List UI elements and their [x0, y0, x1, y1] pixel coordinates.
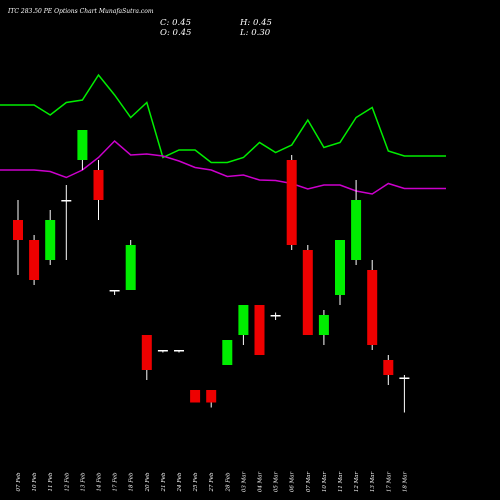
- x-tick-label: 10 Feb: [32, 472, 38, 492]
- candle-body: [286, 160, 297, 245]
- x-tick-label: 25 Feb: [193, 472, 199, 493]
- x-tick-label: 03 Mar: [241, 471, 247, 492]
- candle: [383, 355, 394, 385]
- candle: [206, 390, 217, 408]
- candle: [335, 240, 345, 305]
- candle-body: [270, 315, 281, 317]
- candle: [302, 245, 313, 335]
- x-tick-label: 10 Mar: [322, 471, 328, 492]
- x-tick-label: 06 Mar: [290, 471, 296, 492]
- x-tick-label: 12 Feb: [64, 472, 70, 492]
- candle: [77, 130, 88, 170]
- candle-body: [141, 335, 152, 370]
- candle-body: [29, 240, 40, 280]
- indicator-lines: [0, 73, 446, 195]
- candle: [367, 260, 378, 350]
- candle: [174, 350, 184, 353]
- candle: [351, 180, 362, 265]
- close-value: C: 0.45: [160, 18, 191, 28]
- candle-body: [61, 200, 72, 202]
- candles: [13, 130, 410, 413]
- candle: [125, 240, 136, 290]
- low-value: L: 0.30: [240, 28, 271, 38]
- candle-body: [45, 220, 56, 260]
- candle: [93, 160, 104, 220]
- candle: [13, 200, 23, 275]
- candle: [29, 235, 40, 285]
- candle: [141, 335, 152, 380]
- candle-body: [302, 250, 313, 335]
- candle-body: [222, 340, 233, 365]
- candle: [45, 210, 56, 265]
- indicator-line-2: [0, 139, 446, 195]
- x-tick-label: 07 Feb: [16, 472, 22, 492]
- x-tick-label: 11 Feb: [48, 472, 54, 492]
- candle: [61, 185, 72, 260]
- x-tick-label: 13 Mar: [370, 471, 376, 492]
- x-tick-label: 05 Mar: [274, 471, 280, 492]
- x-tick-label: 13 Feb: [80, 472, 86, 492]
- candle-body: [206, 390, 217, 403]
- high-value: H: 0.45: [240, 18, 272, 28]
- candle-body: [399, 377, 410, 379]
- candle-body: [335, 240, 345, 295]
- candle: [254, 305, 265, 355]
- candle-body: [383, 360, 394, 375]
- candle: [238, 305, 249, 345]
- candle: [190, 390, 201, 403]
- candle-body: [93, 170, 104, 200]
- candle: [109, 290, 120, 295]
- candle-body: [318, 315, 329, 335]
- x-tick-label: 27 Feb: [209, 472, 215, 493]
- candle-body: [77, 130, 88, 160]
- x-tick-label: 28 Feb: [225, 472, 231, 493]
- x-tick-label: 24 Feb: [177, 472, 183, 493]
- chart-title: ITC 283.50 PE Options Chart MunafaSutra.…: [8, 8, 154, 15]
- candle-body: [190, 390, 201, 403]
- x-tick-label: 18 Mar: [402, 471, 408, 492]
- candle-body: [238, 305, 249, 335]
- candle-body: [351, 200, 362, 260]
- candle: [222, 340, 233, 365]
- candle: [318, 310, 329, 345]
- candle-body: [125, 245, 136, 290]
- x-tick-label: 14 Feb: [97, 472, 103, 492]
- x-tick-label: 12 Mar: [354, 471, 360, 492]
- candle-body: [367, 270, 378, 345]
- x-tick-label: 20 Feb: [145, 472, 151, 493]
- candle-body: [13, 220, 23, 240]
- x-tick-label: 07 Mar: [306, 471, 312, 492]
- indicator-line-1: [0, 73, 446, 164]
- x-tick-label: 18 Feb: [129, 472, 135, 492]
- candle: [270, 312, 281, 320]
- x-tick-label: 21 Feb: [161, 472, 167, 493]
- candle: [399, 375, 410, 413]
- candle-body: [109, 290, 120, 292]
- candle-body: [254, 305, 265, 355]
- x-tick-label: 17 Feb: [113, 472, 119, 492]
- candle-body: [157, 350, 168, 352]
- x-tick-label: 04 Mar: [258, 471, 264, 492]
- candle: [286, 155, 297, 250]
- x-axis-ticks: 07 Feb 10 Feb 11 Feb 12 Feb 13 Feb 14 Feb 17 F…: [16, 471, 408, 492]
- open-value: O: 0.45: [160, 28, 192, 38]
- candle-body: [174, 350, 184, 352]
- x-tick-label: 11 Mar: [338, 471, 344, 492]
- candle: [157, 350, 168, 353]
- x-tick-label: 17 Mar: [386, 471, 392, 492]
